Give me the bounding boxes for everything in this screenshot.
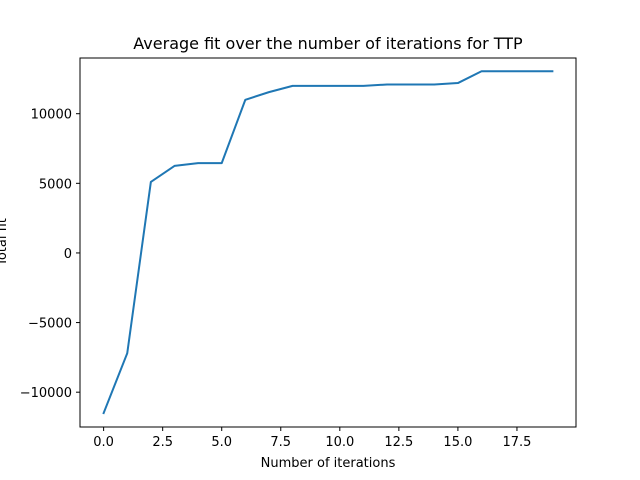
y-tick-label: −10000 (20, 386, 72, 401)
y-tick-label: −5000 (28, 317, 72, 332)
x-tick-label: 0.0 (93, 435, 114, 450)
x-tick-label: 15.0 (443, 435, 472, 450)
x-tick-label: 2.5 (152, 435, 173, 450)
x-axis-label: Number of iterations (261, 456, 396, 471)
chart-title: Average fit over the number of iteration… (133, 34, 523, 53)
x-tick-label: 7.5 (270, 435, 291, 450)
y-axis-label: Total fit (0, 218, 10, 267)
x-tick-label: 12.5 (384, 435, 413, 450)
x-tick-label: 5.0 (211, 435, 232, 450)
y-tick-label: 5000 (39, 177, 72, 192)
axes-frame (79, 57, 577, 428)
y-tick-label: 0 (64, 247, 72, 262)
x-tick-label: 10.0 (325, 435, 354, 450)
x-tick-label: 17.5 (502, 435, 531, 450)
plot-area: 0.0 2.5 5.0 7.5 10.0 12.5 15.0 17.5 −10000 −5000 0… (20, 57, 577, 450)
y-tick-label: 10000 (31, 108, 72, 123)
series-line-0 (102, 70, 554, 415)
